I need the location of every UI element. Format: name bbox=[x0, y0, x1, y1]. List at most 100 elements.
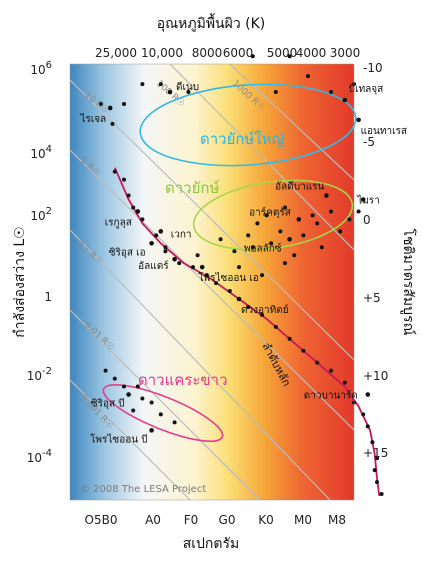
star-point bbox=[122, 101, 126, 106]
right-axis-tick: -10 bbox=[363, 61, 383, 75]
top-axis-tick: 4000 bbox=[296, 46, 327, 60]
star-point bbox=[250, 245, 255, 250]
left-axis-tick: 106 bbox=[30, 60, 52, 77]
star-label: อัลแตร์ bbox=[138, 260, 169, 272]
labeled-star-point bbox=[107, 105, 113, 111]
left-axis-tick: 10-2 bbox=[27, 366, 52, 383]
star-point bbox=[370, 440, 375, 445]
labeled-star-point bbox=[135, 209, 141, 214]
star-point bbox=[122, 177, 126, 182]
left-axis-tick: 102 bbox=[30, 206, 52, 223]
star-point bbox=[255, 221, 260, 226]
star-point bbox=[246, 304, 251, 309]
star-point bbox=[227, 289, 232, 294]
star-point bbox=[99, 101, 103, 106]
star-point bbox=[329, 209, 333, 214]
star-point bbox=[278, 229, 283, 234]
left-axis-tick: 1 bbox=[44, 290, 52, 304]
star-label: อาร์คตุรัส bbox=[249, 206, 291, 218]
star-point bbox=[246, 233, 251, 238]
star-point bbox=[195, 253, 200, 258]
right-axis-tick: -5 bbox=[363, 135, 375, 149]
radius-line bbox=[70, 229, 331, 500]
top-axis-tick: 5000 bbox=[267, 46, 298, 60]
radius-line bbox=[70, 149, 354, 431]
star-point bbox=[273, 324, 278, 329]
star-point bbox=[306, 74, 310, 79]
top-axis-tick: 25,000 bbox=[95, 46, 137, 60]
radius-line bbox=[229, 64, 354, 181]
plot-frame bbox=[69, 63, 355, 501]
star-label: แอนทาเรส bbox=[361, 126, 407, 137]
labeled-star-point bbox=[149, 428, 154, 433]
star-point bbox=[287, 54, 292, 59]
star-point bbox=[301, 233, 306, 238]
star-point bbox=[338, 229, 343, 234]
right-axis-tick: +15 bbox=[363, 446, 388, 460]
star-point bbox=[232, 249, 237, 254]
star-point bbox=[372, 468, 377, 473]
top-axis-tick: 10,000 bbox=[141, 46, 183, 60]
supergiants-ellipse bbox=[139, 83, 357, 167]
star-label: โพรไซออน เอ bbox=[198, 271, 259, 284]
star-point bbox=[315, 360, 320, 365]
star-point bbox=[140, 217, 145, 222]
star-label: พอลลักซ์ bbox=[244, 242, 282, 254]
left-axis-title: กำลังส่องสว่าง L☉ bbox=[12, 226, 28, 337]
labeled-star-point bbox=[149, 240, 154, 246]
star-point bbox=[112, 169, 117, 174]
star-point bbox=[342, 380, 347, 385]
top-axis-title: อุณหภูมิพื้นผิว (K) bbox=[157, 13, 266, 32]
bottom-axis-tick: F0 bbox=[184, 513, 199, 527]
star-point bbox=[163, 249, 168, 254]
star-point bbox=[135, 384, 140, 389]
labeled-star-point bbox=[324, 193, 329, 198]
right-axis-tick: +10 bbox=[363, 369, 388, 383]
star-point bbox=[103, 368, 108, 373]
bottom-axis-tick: M8 bbox=[328, 513, 346, 527]
left-axis-ticks: 106 104 102 1 10-2 10-4 bbox=[27, 60, 52, 465]
bottom-axis-ticks: O5B0 A0 F0 G0 K0 M0 M8 bbox=[85, 513, 346, 527]
star-point bbox=[301, 348, 306, 353]
star-label: ดาวบานาร์ด bbox=[304, 390, 358, 402]
star-point bbox=[264, 213, 269, 218]
star-label: เวกา bbox=[171, 229, 192, 240]
star-point bbox=[110, 121, 115, 126]
star-label: ซิริอุส บี bbox=[91, 398, 125, 410]
right-axis-title: โชติมาตรสัมบูรณ์ bbox=[400, 229, 417, 336]
white-dwarfs-label: ดาวแคระขาว bbox=[138, 371, 228, 389]
star-point bbox=[140, 396, 145, 401]
bottom-axis-tick: K0 bbox=[258, 513, 274, 527]
white-dwarfs-ellipse bbox=[102, 384, 224, 442]
star-point bbox=[329, 368, 333, 373]
credit-text: © 2008 The LESA Project bbox=[80, 484, 206, 495]
top-axis-tick: 8000 bbox=[192, 46, 223, 60]
star-point bbox=[347, 217, 352, 222]
star-point bbox=[260, 273, 264, 278]
star-label: ไรเจล bbox=[79, 113, 106, 125]
star-label: โพรไซออน บี bbox=[90, 432, 148, 445]
star-point bbox=[131, 205, 136, 210]
star-point bbox=[154, 233, 159, 238]
star-point bbox=[218, 237, 223, 242]
right-axis-tick: +5 bbox=[363, 291, 381, 305]
supergiants-label: ดาวยักษ์ใหญ่ bbox=[200, 130, 284, 148]
labeled-star-point bbox=[236, 296, 242, 302]
star-point bbox=[204, 273, 209, 278]
labeled-star-point bbox=[167, 89, 173, 95]
star-point bbox=[172, 420, 177, 425]
labeled-star-point bbox=[356, 117, 361, 123]
star-point bbox=[283, 205, 287, 210]
right-axis-tick: 0 bbox=[363, 213, 371, 227]
star-label: เรกูลุส bbox=[105, 217, 132, 228]
labeled-star-point bbox=[360, 197, 366, 202]
star-point bbox=[177, 261, 182, 266]
star-point bbox=[122, 384, 126, 389]
right-axis-ticks: -10 -5 0 +5 +10 +15 bbox=[363, 61, 388, 460]
star-point bbox=[250, 54, 255, 59]
labeled-star-point bbox=[172, 256, 177, 262]
star-label: ดีเนบ bbox=[176, 81, 199, 93]
star-label: ดวงอาทิตย์ bbox=[241, 304, 289, 316]
bottom-axis-tick: A0 bbox=[145, 513, 161, 527]
